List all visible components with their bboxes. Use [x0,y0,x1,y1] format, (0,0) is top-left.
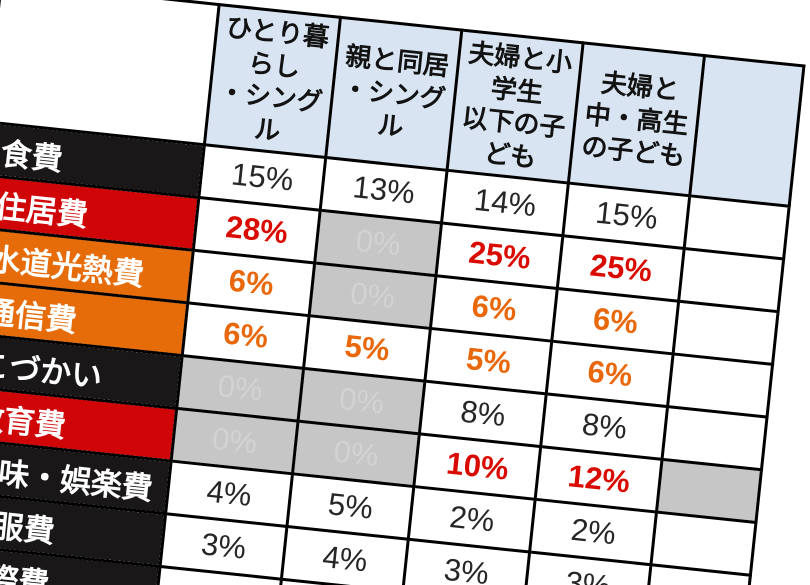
column-header-5 [690,55,804,207]
column-header-2: 親と同居 ・シングル [325,17,462,171]
column-header-1: ひとり暮らし ・シングル [204,4,341,158]
corner-cell [0,0,220,145]
column-header-4: 夫婦と中・高生 の子ども [568,42,705,196]
column-header-3: 夫婦と小学生 以下の子ども [447,30,584,184]
